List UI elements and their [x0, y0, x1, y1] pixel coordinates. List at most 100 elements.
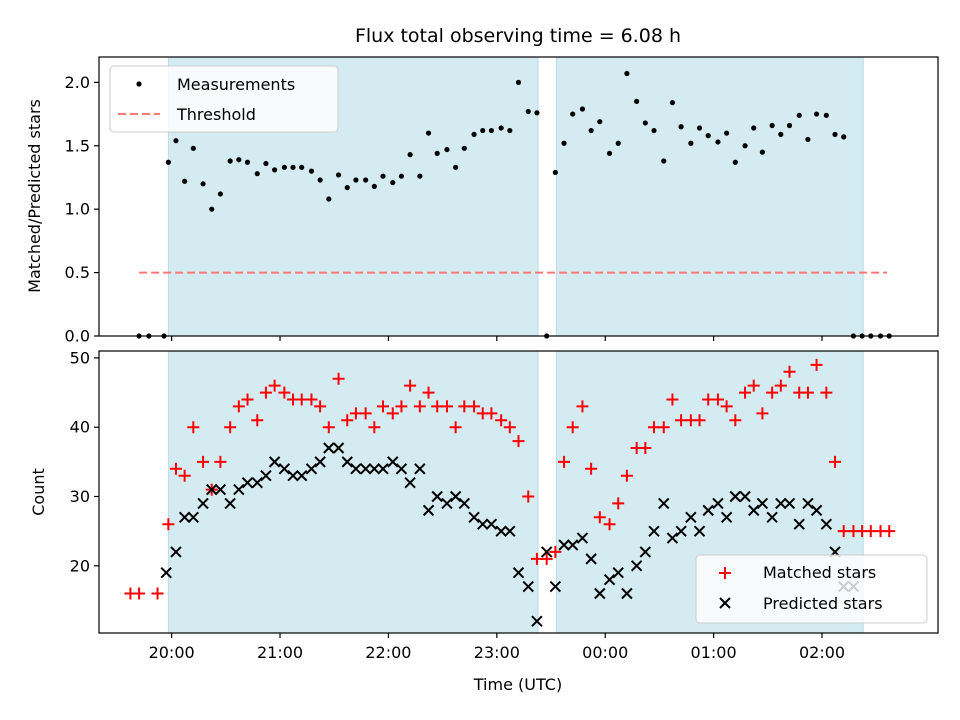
- predicted-stars-point: [387, 456, 399, 468]
- predicted-stars-point: [404, 476, 416, 489]
- measurement-point: [669, 100, 676, 106]
- matched-stars-point: [603, 518, 616, 531]
- predicted-stars-point: [630, 560, 643, 572]
- ratio-panel-frame: [98, 56, 939, 337]
- measurement-point: [642, 120, 648, 126]
- matched-stars-point: [251, 414, 264, 427]
- matched-stars-point: [576, 400, 589, 413]
- measurement-point: [335, 172, 342, 178]
- ratio-panel-legend: Measurements Threshold: [109, 65, 339, 133]
- measurement-point: [534, 110, 540, 116]
- predicted-stars-point: [187, 511, 200, 523]
- predicted-stars-point: [675, 525, 687, 537]
- predicted-stars-point: [648, 525, 660, 537]
- predicted-stars-point: [414, 463, 426, 475]
- matched-stars-point: [386, 407, 399, 420]
- measurement-point: [688, 140, 694, 146]
- predicted-stars-point: [377, 463, 389, 475]
- measurement-point: [588, 127, 594, 134]
- count-panel-frame: [98, 350, 939, 634]
- predicted-stars-point: [332, 442, 345, 454]
- x-tick-label: 01:00: [691, 643, 737, 662]
- measurement-point: [317, 177, 323, 183]
- predicted-stars-point: [241, 476, 254, 489]
- predicted-stars-point: [504, 525, 516, 537]
- matched-stars-point: [522, 490, 535, 503]
- matched-stars-point: [820, 386, 833, 399]
- measurement-point: [651, 127, 657, 134]
- measurement-point: [832, 131, 838, 137]
- count-panel-observing-window: [167, 350, 539, 634]
- x-tick-label: 20:00: [149, 643, 195, 662]
- ratio-panel-y-tick-label: 0.0: [65, 327, 90, 346]
- matched-stars-point: [377, 400, 390, 413]
- x-tick-label: 21:00: [257, 643, 303, 662]
- predicted-stars-point: [793, 518, 805, 530]
- predicted-stars-point: [685, 511, 697, 523]
- predicted-stars-point: [666, 532, 679, 544]
- predicted-stars-point: [197, 497, 209, 510]
- matched-stars-point: [169, 462, 182, 475]
- measurement-point: [200, 181, 206, 187]
- measurement-point: [724, 130, 730, 136]
- measurement-point: [227, 158, 233, 164]
- measurement-point: [615, 140, 621, 146]
- ratio-panel-y-tick-label: 0.5: [65, 263, 90, 282]
- measurement-point: [507, 127, 513, 134]
- measurement-point: [281, 164, 287, 170]
- matched-stars-point: [540, 552, 553, 565]
- measurement-point: [552, 169, 558, 176]
- measurement-point: [678, 124, 684, 130]
- predicted-stars-point: [395, 463, 408, 475]
- predicted-stars-point: [693, 525, 706, 537]
- measurement-point: [841, 134, 847, 140]
- matched-stars-point: [341, 414, 354, 427]
- matched-stars-point: [197, 455, 210, 468]
- matched-stars-point: [259, 386, 272, 399]
- measurement-point: [732, 159, 738, 165]
- matched-stars-point: [657, 421, 670, 434]
- measurement-point: [480, 127, 486, 134]
- predicted-stars-point: [549, 580, 562, 593]
- predicted-stars-point: [260, 470, 272, 482]
- predicted-stars-point: [224, 497, 236, 510]
- matched-stars-point: [468, 400, 481, 413]
- measurement-point: [444, 146, 450, 153]
- measurement-point: [823, 112, 829, 118]
- measurement-point: [805, 136, 811, 143]
- ratio-panel-y-tick-label: 2.0: [65, 73, 90, 92]
- matched-stars-point: [639, 442, 652, 455]
- matched-stars-point: [549, 545, 562, 558]
- measurement-point: [751, 125, 757, 131]
- measurement-point: [434, 150, 440, 156]
- predicted-stars-point: [422, 504, 435, 517]
- matched-stars-point: [566, 421, 579, 434]
- matched-stars-point: [485, 407, 498, 420]
- measurement-point: [453, 164, 459, 170]
- predicted-stars-point: [621, 587, 633, 600]
- measurement-point: [371, 183, 377, 189]
- measurement-point: [263, 160, 269, 167]
- predicted-stars-point: [566, 539, 579, 551]
- predicted-stars-point: [350, 463, 362, 475]
- count-legend-box: [695, 554, 928, 624]
- x-axis-label: Time (UTC): [473, 675, 562, 694]
- matched-stars-point: [558, 455, 571, 468]
- predicted-stars-point: [341, 456, 353, 468]
- count-panel: 20 30 40 50 20:00 21:00 22:00 23:00 00:00 01:00 0…: [29, 348, 939, 694]
- predicted-stars-point: [810, 504, 823, 517]
- matched-stars-point: [693, 414, 706, 427]
- measurement-point: [353, 177, 359, 183]
- matched-stars-point: [766, 386, 779, 399]
- matched-stars-point: [232, 400, 245, 413]
- measurement-point: [244, 159, 251, 165]
- matched-stars-point: [756, 407, 769, 420]
- matched-stars-point: [801, 386, 814, 399]
- measurement-point: [597, 119, 603, 125]
- matched-stars-point: [314, 400, 327, 413]
- measurement-point: [398, 173, 405, 179]
- predicted-stars-point: [720, 511, 733, 523]
- predicted-stars-point: [305, 463, 318, 475]
- measurement-point: [173, 138, 179, 144]
- count-panel-y-tick-label: 30: [70, 487, 90, 506]
